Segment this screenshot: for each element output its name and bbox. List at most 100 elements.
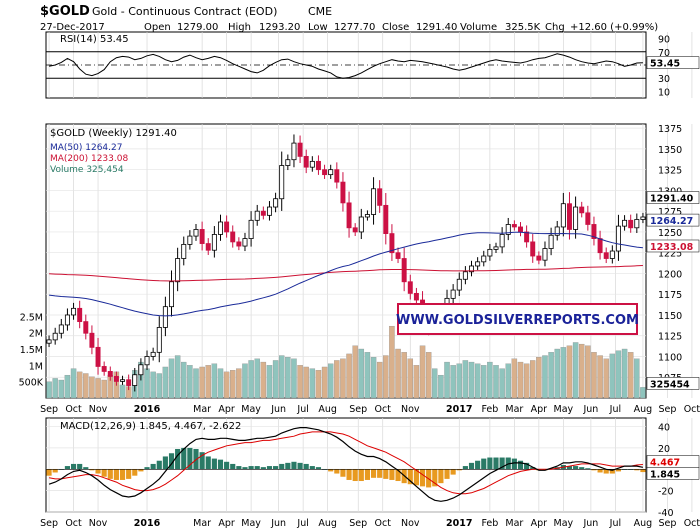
x-tick-label: Sep xyxy=(40,518,58,529)
volume-bar xyxy=(621,348,628,399)
candle-body xyxy=(548,234,554,249)
macd-histogram-bar xyxy=(199,452,205,470)
chg-value: +12.60 (+0.99%) xyxy=(570,22,658,33)
volume-bar xyxy=(205,365,211,399)
macd-histogram-bar xyxy=(64,466,70,470)
macd-histogram-bar xyxy=(224,461,230,470)
macd-histogram-bar xyxy=(126,469,132,479)
macd-histogram-bar xyxy=(346,469,352,480)
price-y-tick: 1350 xyxy=(658,145,682,156)
volume-bar xyxy=(530,360,536,399)
candle-body xyxy=(395,252,401,259)
candle-body xyxy=(499,234,505,248)
x-tick-label: 2017 xyxy=(446,404,472,415)
candle-body xyxy=(162,306,168,328)
macd-histogram-bar xyxy=(119,469,126,480)
volume-label: Volume xyxy=(460,22,497,33)
macd-histogram-bar xyxy=(530,467,536,470)
macd-histogram-bar xyxy=(566,466,573,470)
volume-bar xyxy=(334,360,340,399)
macd-title: MACD(12,26,9) 1.845, 4.467, -2.622 xyxy=(60,421,241,432)
rsi-line xyxy=(48,53,643,79)
volume-bar xyxy=(217,368,224,399)
macd-histogram-bar xyxy=(266,466,273,470)
macd-histogram-bar xyxy=(377,469,383,478)
volume-bar xyxy=(193,368,199,399)
candle-body xyxy=(579,206,585,214)
candle-body xyxy=(364,214,370,218)
macd-histogram-bar xyxy=(95,469,101,474)
macd-histogram-bar xyxy=(597,469,603,473)
candle-body xyxy=(334,169,340,183)
price-y-tick: 1325 xyxy=(658,166,682,177)
x-tick-label: Jun xyxy=(582,518,598,529)
volume-bar xyxy=(591,352,597,399)
x-tick-label: Aug xyxy=(318,518,337,529)
candle-body xyxy=(462,271,468,280)
volume-bar xyxy=(58,379,65,399)
x-tick-label: Nov xyxy=(401,404,420,415)
candle-body xyxy=(77,307,83,323)
x-tick-label: 2017 xyxy=(446,518,472,529)
macd-histogram-bar xyxy=(493,457,499,470)
x-tick-label: Apr xyxy=(218,518,235,529)
volume-bar xyxy=(450,365,456,399)
candle-body xyxy=(603,252,609,259)
macd-histogram-bar xyxy=(291,461,297,470)
candle-body xyxy=(224,221,230,233)
candle-body xyxy=(199,229,205,244)
x-tick-label: Apr xyxy=(218,404,235,415)
macd-last-label: 1.845 xyxy=(650,469,680,480)
volume-bar xyxy=(352,345,358,399)
macd-histogram-bar xyxy=(407,469,413,485)
low-label: Low xyxy=(308,22,328,33)
volume-bar xyxy=(444,361,450,399)
volume-bar xyxy=(248,360,254,399)
candle-body xyxy=(58,324,64,334)
x-tick-label: 2016 xyxy=(134,404,161,415)
volume-bar xyxy=(76,371,83,399)
macd-histogram-bar xyxy=(168,453,175,470)
legend-ma200: MA(200) 1233.08 xyxy=(50,154,128,164)
x-tick-label: Apr xyxy=(531,518,548,529)
volume-bar xyxy=(315,370,322,399)
x-tick-label: Oct xyxy=(375,404,392,415)
ma200-last-label-box xyxy=(646,239,700,253)
volume-bar xyxy=(272,360,279,399)
candle-body xyxy=(254,210,260,221)
candle-body xyxy=(71,307,77,316)
legend-ma50: MA(50) 1264.27 xyxy=(50,143,122,153)
candle-body xyxy=(554,226,560,236)
macd-histogram-bar xyxy=(46,469,52,476)
volume-bar xyxy=(585,345,591,399)
candle-body xyxy=(248,219,254,239)
candle-body xyxy=(236,241,242,247)
macd-histogram-bar xyxy=(260,467,266,470)
volume-bar xyxy=(401,352,407,399)
x-tick-label: Sep xyxy=(658,518,676,529)
macd-histogram-bar xyxy=(481,458,487,470)
macd-histogram-bar xyxy=(279,463,285,470)
candle-body xyxy=(597,238,603,254)
candle-body xyxy=(377,188,383,206)
x-tick-label: May xyxy=(554,404,574,415)
symbol-label: $GOLD xyxy=(40,4,90,19)
candle-body xyxy=(530,241,536,257)
volume-bar xyxy=(199,366,205,399)
x-tick-label: Jul xyxy=(296,518,308,529)
candle-body xyxy=(413,292,419,301)
volume-bar xyxy=(297,365,303,399)
macd-histogram-bar xyxy=(101,469,107,477)
macd-histogram-bar xyxy=(181,447,187,470)
volume-bar xyxy=(321,366,328,399)
candle-body xyxy=(303,155,309,168)
macd-histogram-bar xyxy=(162,456,168,470)
macd-histogram-bar xyxy=(303,463,309,470)
candle-body xyxy=(634,219,640,229)
candle-body xyxy=(475,261,481,267)
volume-bar xyxy=(156,373,162,399)
volume-bar xyxy=(389,325,395,399)
volume-bar xyxy=(542,355,548,399)
candle-body xyxy=(591,224,597,239)
rsi-y-tick: 30 xyxy=(658,74,670,85)
